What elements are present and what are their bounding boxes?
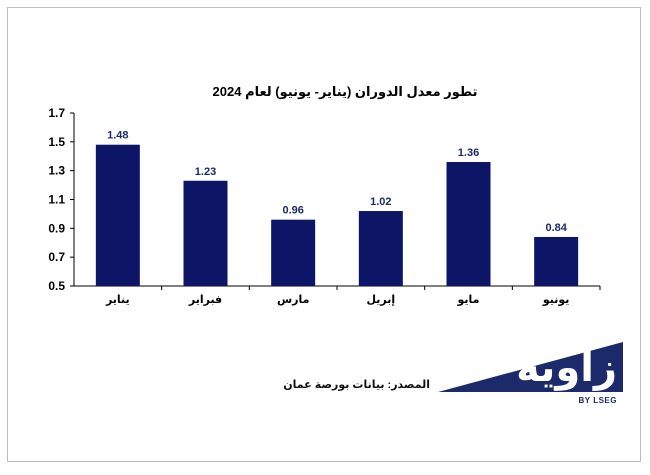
logo-text: زاوية [516,345,617,391]
y-axis: 0.5 0.7 0.9 1.1 1.3 1.5 1.7 [48,106,75,293]
bar [446,162,491,286]
y-tick-label: 0.9 [48,221,65,235]
source-note: المصدر: بيانات بورصة عمان [283,379,430,391]
y-tick-label: 1.7 [48,106,65,120]
x-axis: يناير فبراير مارس إبريل مايو يونيو [74,285,601,306]
x-tick-label: مايو [457,294,480,306]
y-tick-label: 1.3 [48,164,65,178]
logo-banner-shape [438,342,623,392]
logo-subtitle: BY LSEG [578,396,617,405]
y-tick-label: 1.1 [48,193,65,207]
bars: 1.48 1.23 0.96 1.02 1.36 0.84 [95,130,579,286]
bar [534,236,579,286]
bar-value-label: 1.23 [195,166,216,178]
x-tick-label: مارس [277,294,309,306]
bar-value-label: 1.36 [458,147,479,159]
bar-value-label: 0.96 [282,205,303,217]
x-tick-label: إبريل [366,294,395,306]
y-tick-label: 1.5 [48,135,65,149]
bar-value-label: 1.48 [107,130,128,142]
bar [271,219,316,286]
zawya-logo: زاوية BY LSEG [438,342,623,414]
bar [183,180,228,286]
y-tick-label: 0.7 [48,250,65,264]
chart-title: تطور معدل الدوران (يناير- يونيو) لعام 20… [213,84,478,100]
x-tick-label: فبراير [188,294,222,306]
bar-value-label: 0.84 [545,222,567,234]
chart-frame [7,7,641,462]
y-tick-label: 0.5 [48,279,65,293]
bar-value-label: 1.02 [370,196,391,208]
bar [358,211,403,286]
x-tick-label: يناير [105,294,130,306]
x-tick-label: يونيو [542,294,570,306]
bar [95,144,140,286]
